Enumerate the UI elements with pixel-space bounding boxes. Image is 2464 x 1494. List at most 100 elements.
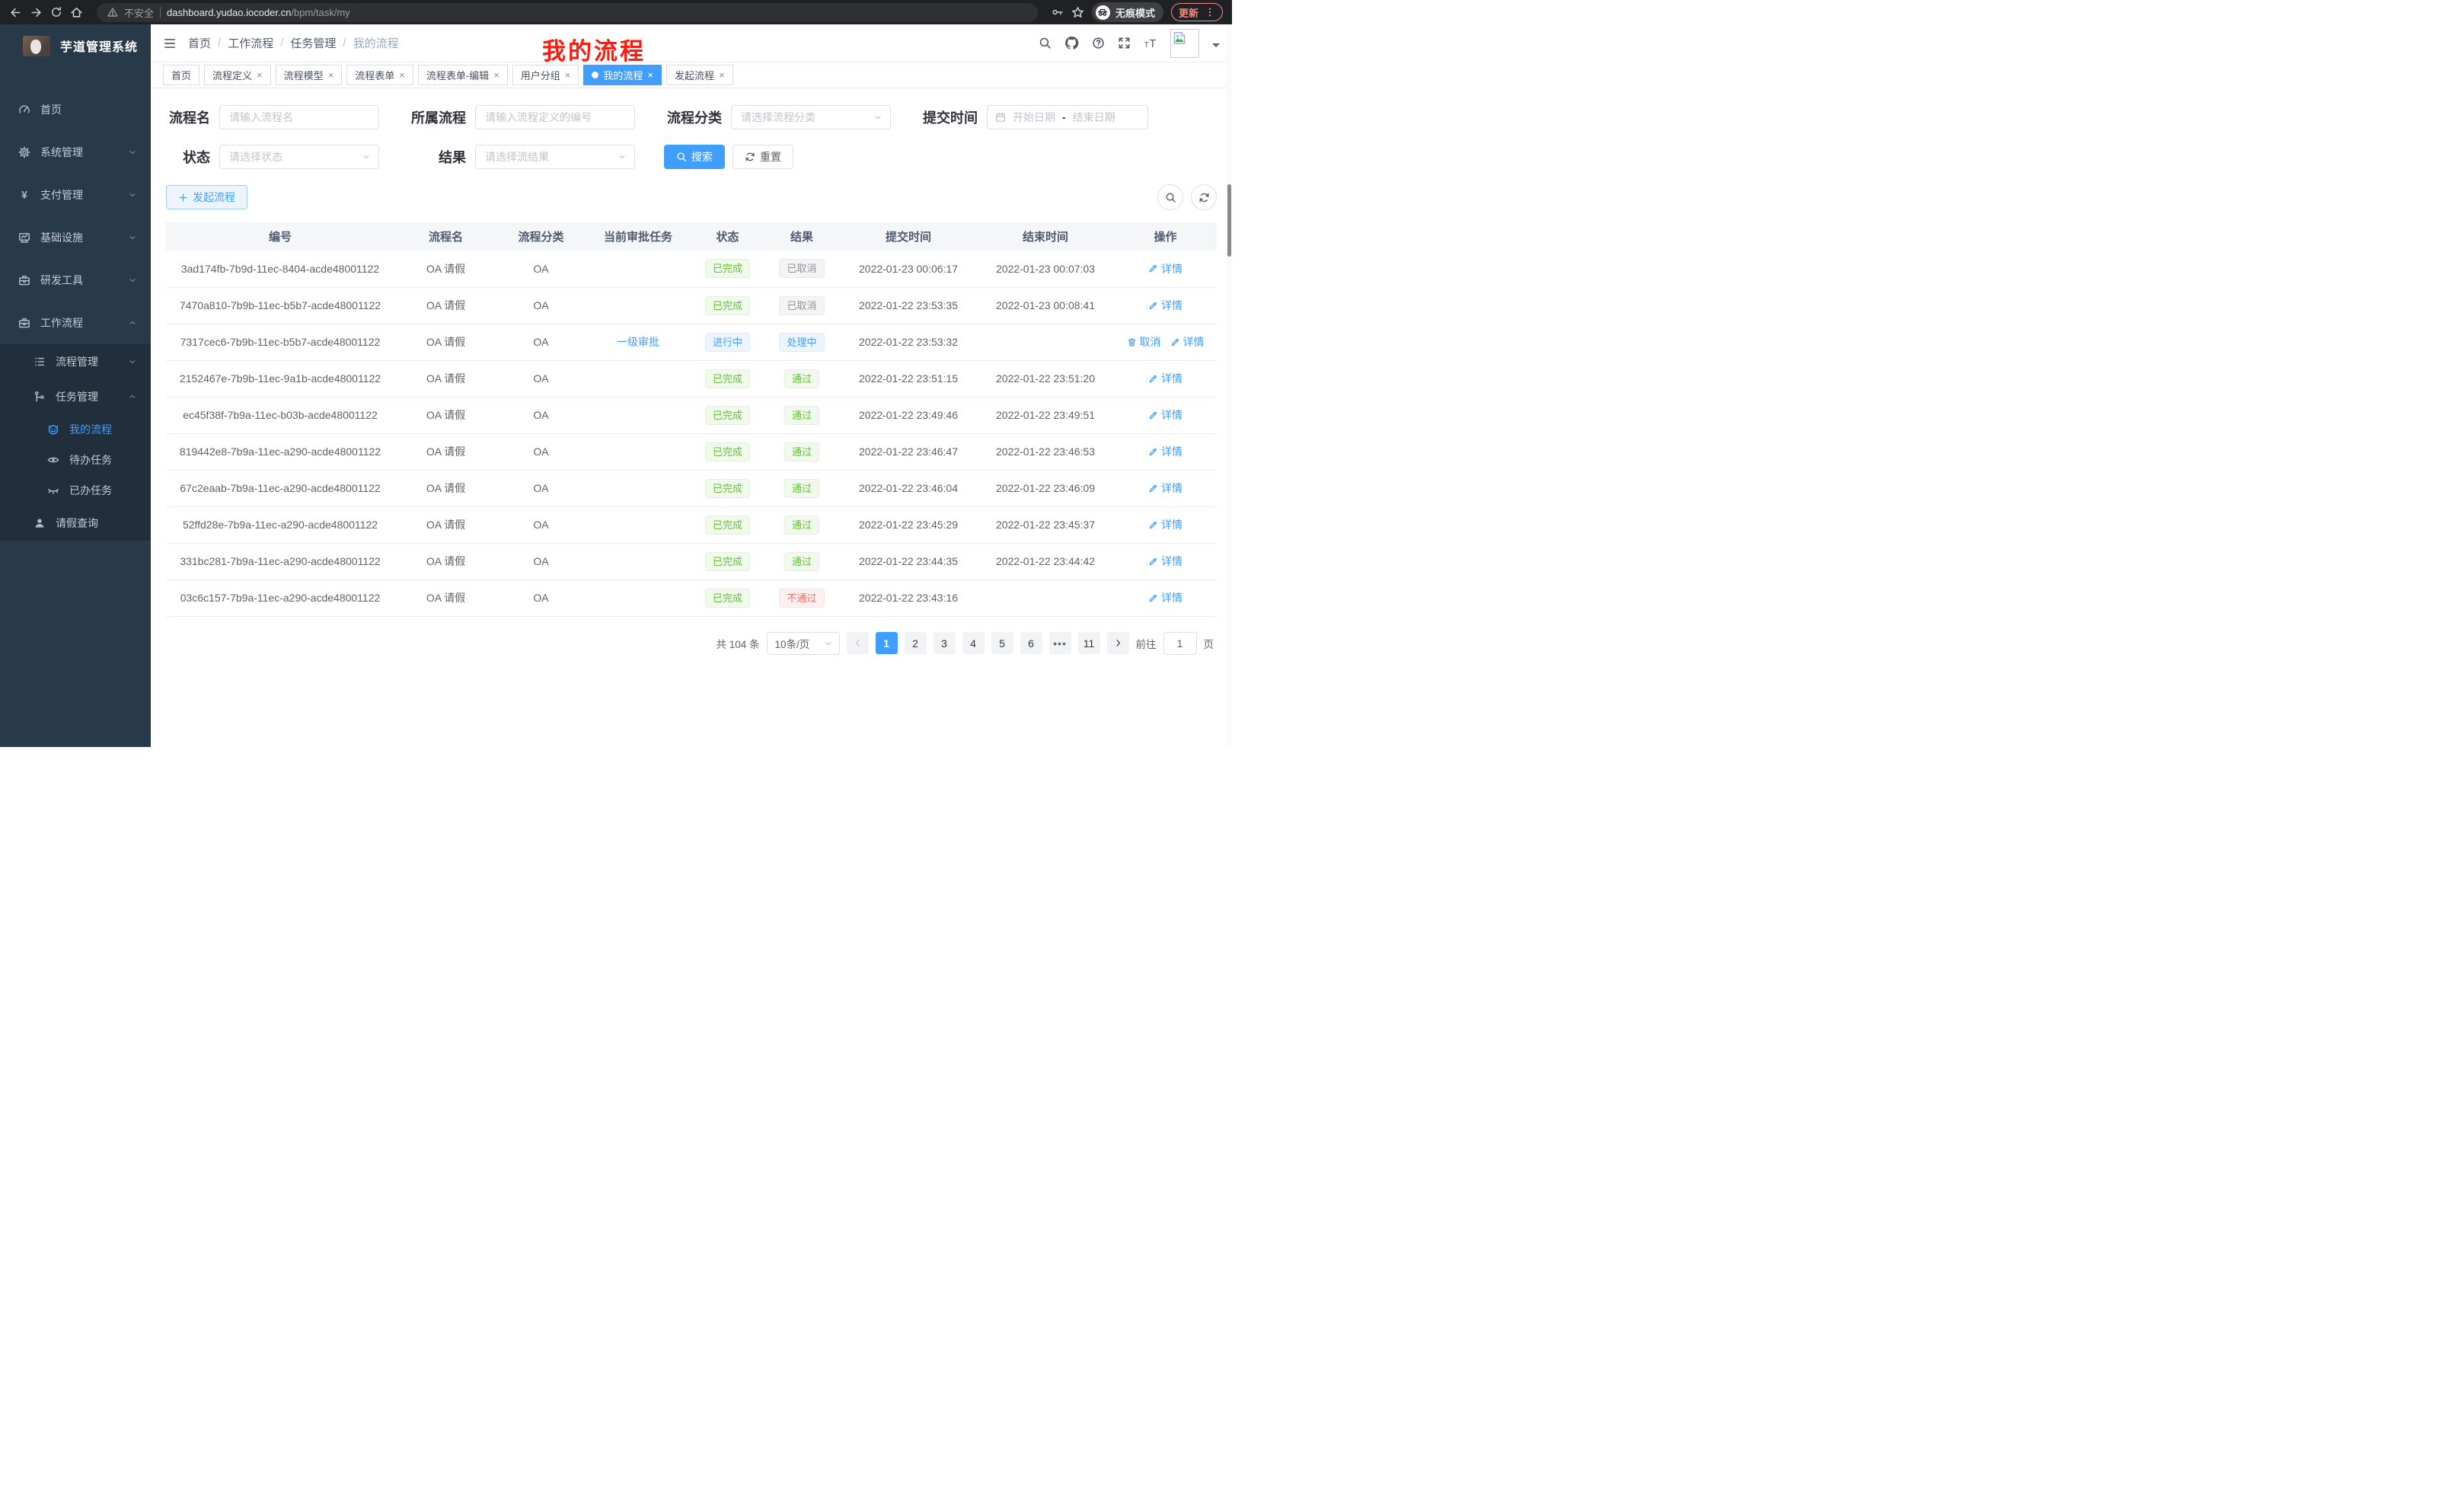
sidebar-item-workflow[interactable]: 工作流程 [0, 302, 151, 344]
page-button[interactable]: 1 [875, 632, 898, 654]
prev-page-button[interactable] [846, 632, 869, 654]
tab-close-icon[interactable]: × [257, 69, 263, 81]
avatar[interactable] [1170, 28, 1199, 58]
detail-link[interactable]: 详情 [1148, 371, 1183, 386]
sidebar-toggle-icon[interactable] [163, 37, 177, 50]
detail-link[interactable]: 详情 [1148, 480, 1183, 496]
status-select[interactable]: 请选择状态 [219, 145, 379, 169]
pager-more-button[interactable]: ••• [1048, 632, 1071, 654]
scrollbar-thumb[interactable] [1227, 184, 1231, 257]
tab-process-form-edit[interactable]: 流程表单-编辑 × [417, 65, 508, 85]
help-icon[interactable] [1092, 37, 1105, 49]
cell-id: 7317cec6-7b9b-11ec-b5b7-acde48001122 [166, 324, 394, 361]
sidebar-item-payment[interactable]: ¥ 支付管理 [0, 174, 151, 216]
tab-close-icon[interactable]: × [719, 69, 725, 81]
tab-label: 发起流程 [675, 70, 715, 81]
detail-link[interactable]: 详情 [1148, 261, 1183, 276]
tab-my-process[interactable]: 我的流程 × [583, 65, 662, 85]
page-button[interactable]: 5 [991, 632, 1013, 654]
next-page-button[interactable] [1106, 632, 1129, 654]
tab-process-model[interactable]: 流程模型 × [275, 65, 343, 85]
tab-close-icon[interactable]: × [327, 69, 334, 81]
breadcrumb-item[interactable]: 任务管理 [290, 37, 337, 50]
status-badge: 已完成 [704, 259, 750, 279]
browser-menu-icon[interactable] [1205, 7, 1215, 18]
cancel-link[interactable]: 取消 [1127, 334, 1161, 350]
detail-link[interactable]: 详情 [1148, 298, 1183, 313]
tab-process-form[interactable]: 流程表单 × [346, 65, 413, 85]
tab-label: 流程表单 [355, 70, 395, 81]
result-select[interactable]: 请选择流结果 [475, 145, 635, 169]
sidebar-item-done-tasks[interactable]: 已办任务 [0, 475, 151, 506]
sidebar-item-home[interactable]: 首页 [0, 88, 151, 131]
detail-link[interactable]: 详情 [1148, 554, 1183, 569]
sidebar-item-todo-tasks[interactable]: 待办任务 [0, 445, 151, 475]
goto-page-input[interactable] [1163, 631, 1197, 655]
detail-link[interactable]: 详情 [1170, 334, 1205, 350]
sidebar-item-leave-query[interactable]: 请假查询 [0, 506, 151, 541]
tab-process-definition[interactable]: 流程定义 × [204, 65, 271, 85]
user-menu-caret-icon[interactable] [1212, 43, 1220, 51]
not-secure-icon [107, 7, 118, 18]
address-bar[interactable]: 不安全 dashboard.yudao.iocoder.cn/bpm/task/… [97, 2, 1038, 22]
tab-close-icon[interactable]: × [399, 69, 405, 81]
tab-label: 用户分组 [520, 70, 560, 81]
header-search-icon[interactable] [1039, 37, 1052, 49]
browser-back-icon[interactable] [9, 6, 22, 19]
process-name-input[interactable] [219, 105, 379, 129]
sidebar-item-process-mgmt[interactable]: 流程管理 [0, 344, 151, 379]
annotation-overlay: 我的流程 [542, 38, 646, 65]
task-link[interactable]: 一级审批 [617, 336, 659, 348]
breadcrumb-item[interactable]: 工作流程 [228, 37, 274, 50]
browser-reload-icon[interactable] [50, 6, 62, 18]
tab-close-icon[interactable]: × [493, 69, 500, 81]
chevron-down-icon [824, 639, 833, 648]
chevron-down-icon [873, 113, 883, 122]
tab-user-group[interactable]: 用户分组 × [512, 65, 579, 85]
process-definition-input[interactable] [475, 105, 635, 129]
detail-link[interactable]: 详情 [1148, 590, 1183, 605]
sidebar-item-task-mgmt[interactable]: 任务管理 [0, 379, 151, 414]
page-size-select[interactable]: 10条/页 [766, 631, 840, 655]
cell-process-name: OA 请假 [394, 579, 497, 617]
tab-home[interactable]: 首页 [163, 65, 200, 85]
detail-link[interactable]: 详情 [1148, 517, 1183, 532]
bookmark-star-icon[interactable] [1071, 6, 1084, 19]
page-unit-label: 页 [1203, 638, 1214, 650]
search-button[interactable]: 搜索 [664, 145, 725, 169]
reset-button[interactable]: 重置 [732, 145, 793, 169]
page-button[interactable]: 6 [1020, 632, 1042, 654]
table-search-button[interactable] [1157, 184, 1183, 210]
browser-home-icon[interactable] [70, 6, 83, 19]
page-button[interactable]: 11 [1077, 632, 1100, 654]
sidebar-item-devtools[interactable]: 研发工具 [0, 259, 151, 302]
incognito-badge: 无痕模式 [1091, 2, 1163, 22]
detail-link[interactable]: 详情 [1148, 444, 1183, 459]
page-button[interactable]: 2 [904, 632, 927, 654]
detail-link[interactable]: 详情 [1148, 407, 1183, 423]
tab-close-icon[interactable]: × [564, 69, 571, 81]
tab-start-process[interactable]: 发起流程 × [666, 65, 733, 85]
github-icon[interactable] [1064, 36, 1079, 50]
page-button[interactable]: 3 [933, 632, 956, 654]
breadcrumb-item[interactable]: 首页 [188, 37, 212, 50]
browser-forward-icon[interactable] [30, 6, 43, 19]
table-refresh-button[interactable] [1191, 184, 1217, 210]
sidebar-item-infra[interactable]: 基础设施 [0, 216, 151, 259]
sidebar-item-my-process[interactable]: 我的流程 [0, 414, 151, 445]
start-process-button[interactable]: 发起流程 [166, 185, 247, 209]
briefcase-icon [18, 317, 30, 329]
window-scrollbar[interactable] [1226, 24, 1232, 747]
sidebar-item-system[interactable]: 系统管理 [0, 131, 151, 174]
browser-update-button[interactable]: 更新 [1170, 3, 1223, 21]
category-select[interactable]: 请选择流程分类 [731, 105, 891, 129]
password-key-icon[interactable] [1052, 6, 1064, 18]
submit-time-range[interactable]: 开始日期 - 结束日期 [987, 105, 1148, 129]
app-logo[interactable]: 芋道管理系统 [0, 24, 151, 67]
fullscreen-icon[interactable] [1118, 37, 1131, 49]
col-header-id: 编号 [166, 222, 394, 251]
status-badge: 已完成 [704, 442, 750, 461]
page-button[interactable]: 4 [962, 632, 985, 654]
tab-close-icon[interactable]: × [647, 69, 653, 81]
